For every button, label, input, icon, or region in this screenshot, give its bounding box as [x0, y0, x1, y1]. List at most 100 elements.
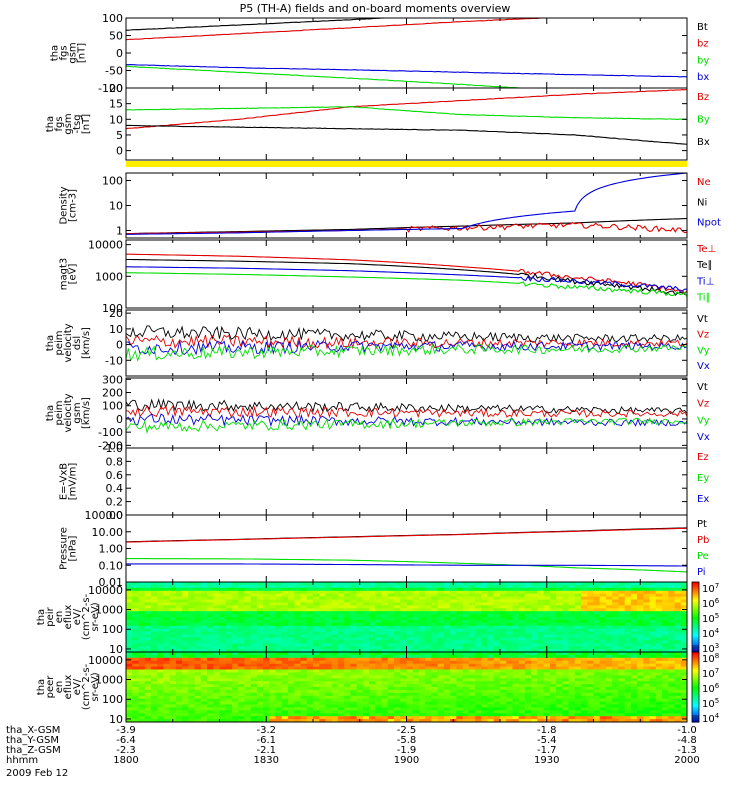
spectrogram-cell — [281, 584, 289, 589]
spectrogram-cell — [157, 596, 164, 601]
spectrogram-cell — [537, 695, 545, 700]
spectrogram-cell — [456, 602, 464, 606]
spectrogram-cell — [437, 587, 445, 592]
spectrogram-cell — [524, 649, 532, 652]
spectrogram-cell — [468, 631, 476, 636]
spectrogram-cell — [599, 628, 607, 633]
spectrogram-cell — [468, 596, 476, 601]
spectrogram-cell — [662, 666, 669, 671]
spectrogram-cell — [437, 646, 445, 650]
spectrogram-cell — [138, 593, 146, 598]
spectrogram-cell — [281, 698, 289, 703]
spectrogram-cell — [531, 654, 538, 659]
spectrogram-cell — [337, 654, 345, 659]
spectrogram-cell — [649, 622, 657, 627]
spectrogram-cell — [443, 602, 451, 606]
colorbar-segment — [692, 653, 699, 657]
spectrogram-cell — [500, 596, 507, 601]
spectrogram-cell — [325, 599, 333, 603]
series-group-vgsm — [126, 398, 687, 434]
spectrogram-cell — [425, 649, 432, 652]
spectrogram-cell — [256, 689, 264, 694]
spectrogram-cell — [531, 649, 538, 652]
spectrogram-cell — [662, 713, 669, 717]
spectrogram-cell — [568, 654, 576, 659]
spectrogram-cell — [606, 643, 613, 647]
spectrogram-cell — [512, 675, 520, 679]
spectrogram-cell — [387, 710, 395, 714]
spectrogram-cell — [331, 602, 339, 606]
spectrogram-cell — [587, 669, 595, 673]
spectrogram-cell — [406, 692, 414, 697]
spectrogram-cell — [680, 689, 687, 694]
legend-Vz: Vz — [697, 330, 709, 341]
spectrogram-cell — [500, 654, 507, 659]
spectrogram-cell — [668, 622, 676, 627]
spectrogram-cell — [419, 617, 426, 621]
spectrogram-cell — [568, 704, 576, 708]
spectrogram-cell — [618, 605, 626, 609]
spectrogram-cell — [219, 602, 227, 606]
spectrogram-cell — [269, 587, 277, 592]
spectrogram-cell — [493, 628, 501, 633]
spectrogram-cell — [169, 596, 177, 601]
spectrogram-cell — [524, 663, 532, 668]
spectrogram-cell — [175, 605, 183, 609]
spectrogram-cell — [649, 593, 657, 598]
spectrogram-cell — [337, 719, 345, 722]
spectrogram-cell — [350, 590, 358, 595]
spectrogram-cell — [649, 631, 657, 636]
spectrogram-cell — [144, 602, 152, 606]
spectrogram-cell — [356, 713, 364, 717]
spectrogram-cell — [668, 710, 676, 714]
spectrogram-cell — [150, 678, 158, 682]
spectrogram-cell — [256, 593, 264, 598]
spectrogram-cell — [581, 622, 588, 627]
y-label-line: [mV/m] — [68, 463, 79, 501]
spectrogram-cell — [431, 689, 439, 694]
spectrogram-cell — [668, 608, 676, 612]
spectrogram-cell — [487, 701, 495, 706]
spectrogram-cell — [649, 634, 657, 638]
spectrogram-cell — [431, 582, 439, 586]
colorbar-segment — [692, 713, 699, 716]
spectrogram-cell — [568, 652, 576, 656]
spectrogram-cell — [337, 625, 345, 630]
spectrogram-cell — [668, 719, 676, 722]
spectrogram-cell — [306, 614, 314, 618]
spectrogram-cell — [256, 602, 264, 606]
spectrogram-cell — [630, 605, 638, 609]
spectrogram-cell — [213, 593, 221, 598]
spectrogram-cell — [512, 695, 520, 700]
spectrogram-cell — [531, 672, 538, 676]
spectrogram-cell — [643, 587, 651, 592]
spectrogram-cell — [431, 587, 439, 592]
spectrogram-cell — [581, 599, 588, 603]
spectrogram-cell — [269, 619, 277, 624]
spectrogram-cell — [630, 666, 638, 671]
spectrogram-cell — [618, 619, 626, 624]
spectrogram-cell — [481, 652, 489, 656]
spectrogram-cell — [369, 713, 376, 717]
spectrogram-cell — [624, 619, 632, 624]
spectrogram-cell — [512, 643, 520, 647]
spectrogram-cell — [431, 640, 439, 644]
spectrogram-cell — [225, 614, 233, 618]
spectrogram-cell — [531, 617, 538, 621]
spectrogram-cell — [637, 701, 644, 706]
spectrogram-cell — [175, 631, 183, 636]
spectrogram-cell — [300, 614, 308, 618]
spectrogram-cell — [468, 587, 476, 592]
spectrogram-cell — [431, 660, 439, 665]
spectrogram-cell — [194, 678, 202, 682]
spectrogram-cell — [132, 637, 139, 641]
spectrogram-cell — [387, 695, 395, 700]
spectrogram-cell — [244, 687, 252, 691]
spectrogram-cell — [344, 640, 351, 644]
spectrogram-cell — [325, 692, 333, 697]
spectrogram-cell — [381, 617, 389, 621]
spectrogram-cell — [344, 614, 351, 618]
spectrogram-cell — [194, 617, 202, 621]
spectrogram-cell — [188, 593, 196, 598]
spectrogram-cell — [475, 713, 482, 717]
